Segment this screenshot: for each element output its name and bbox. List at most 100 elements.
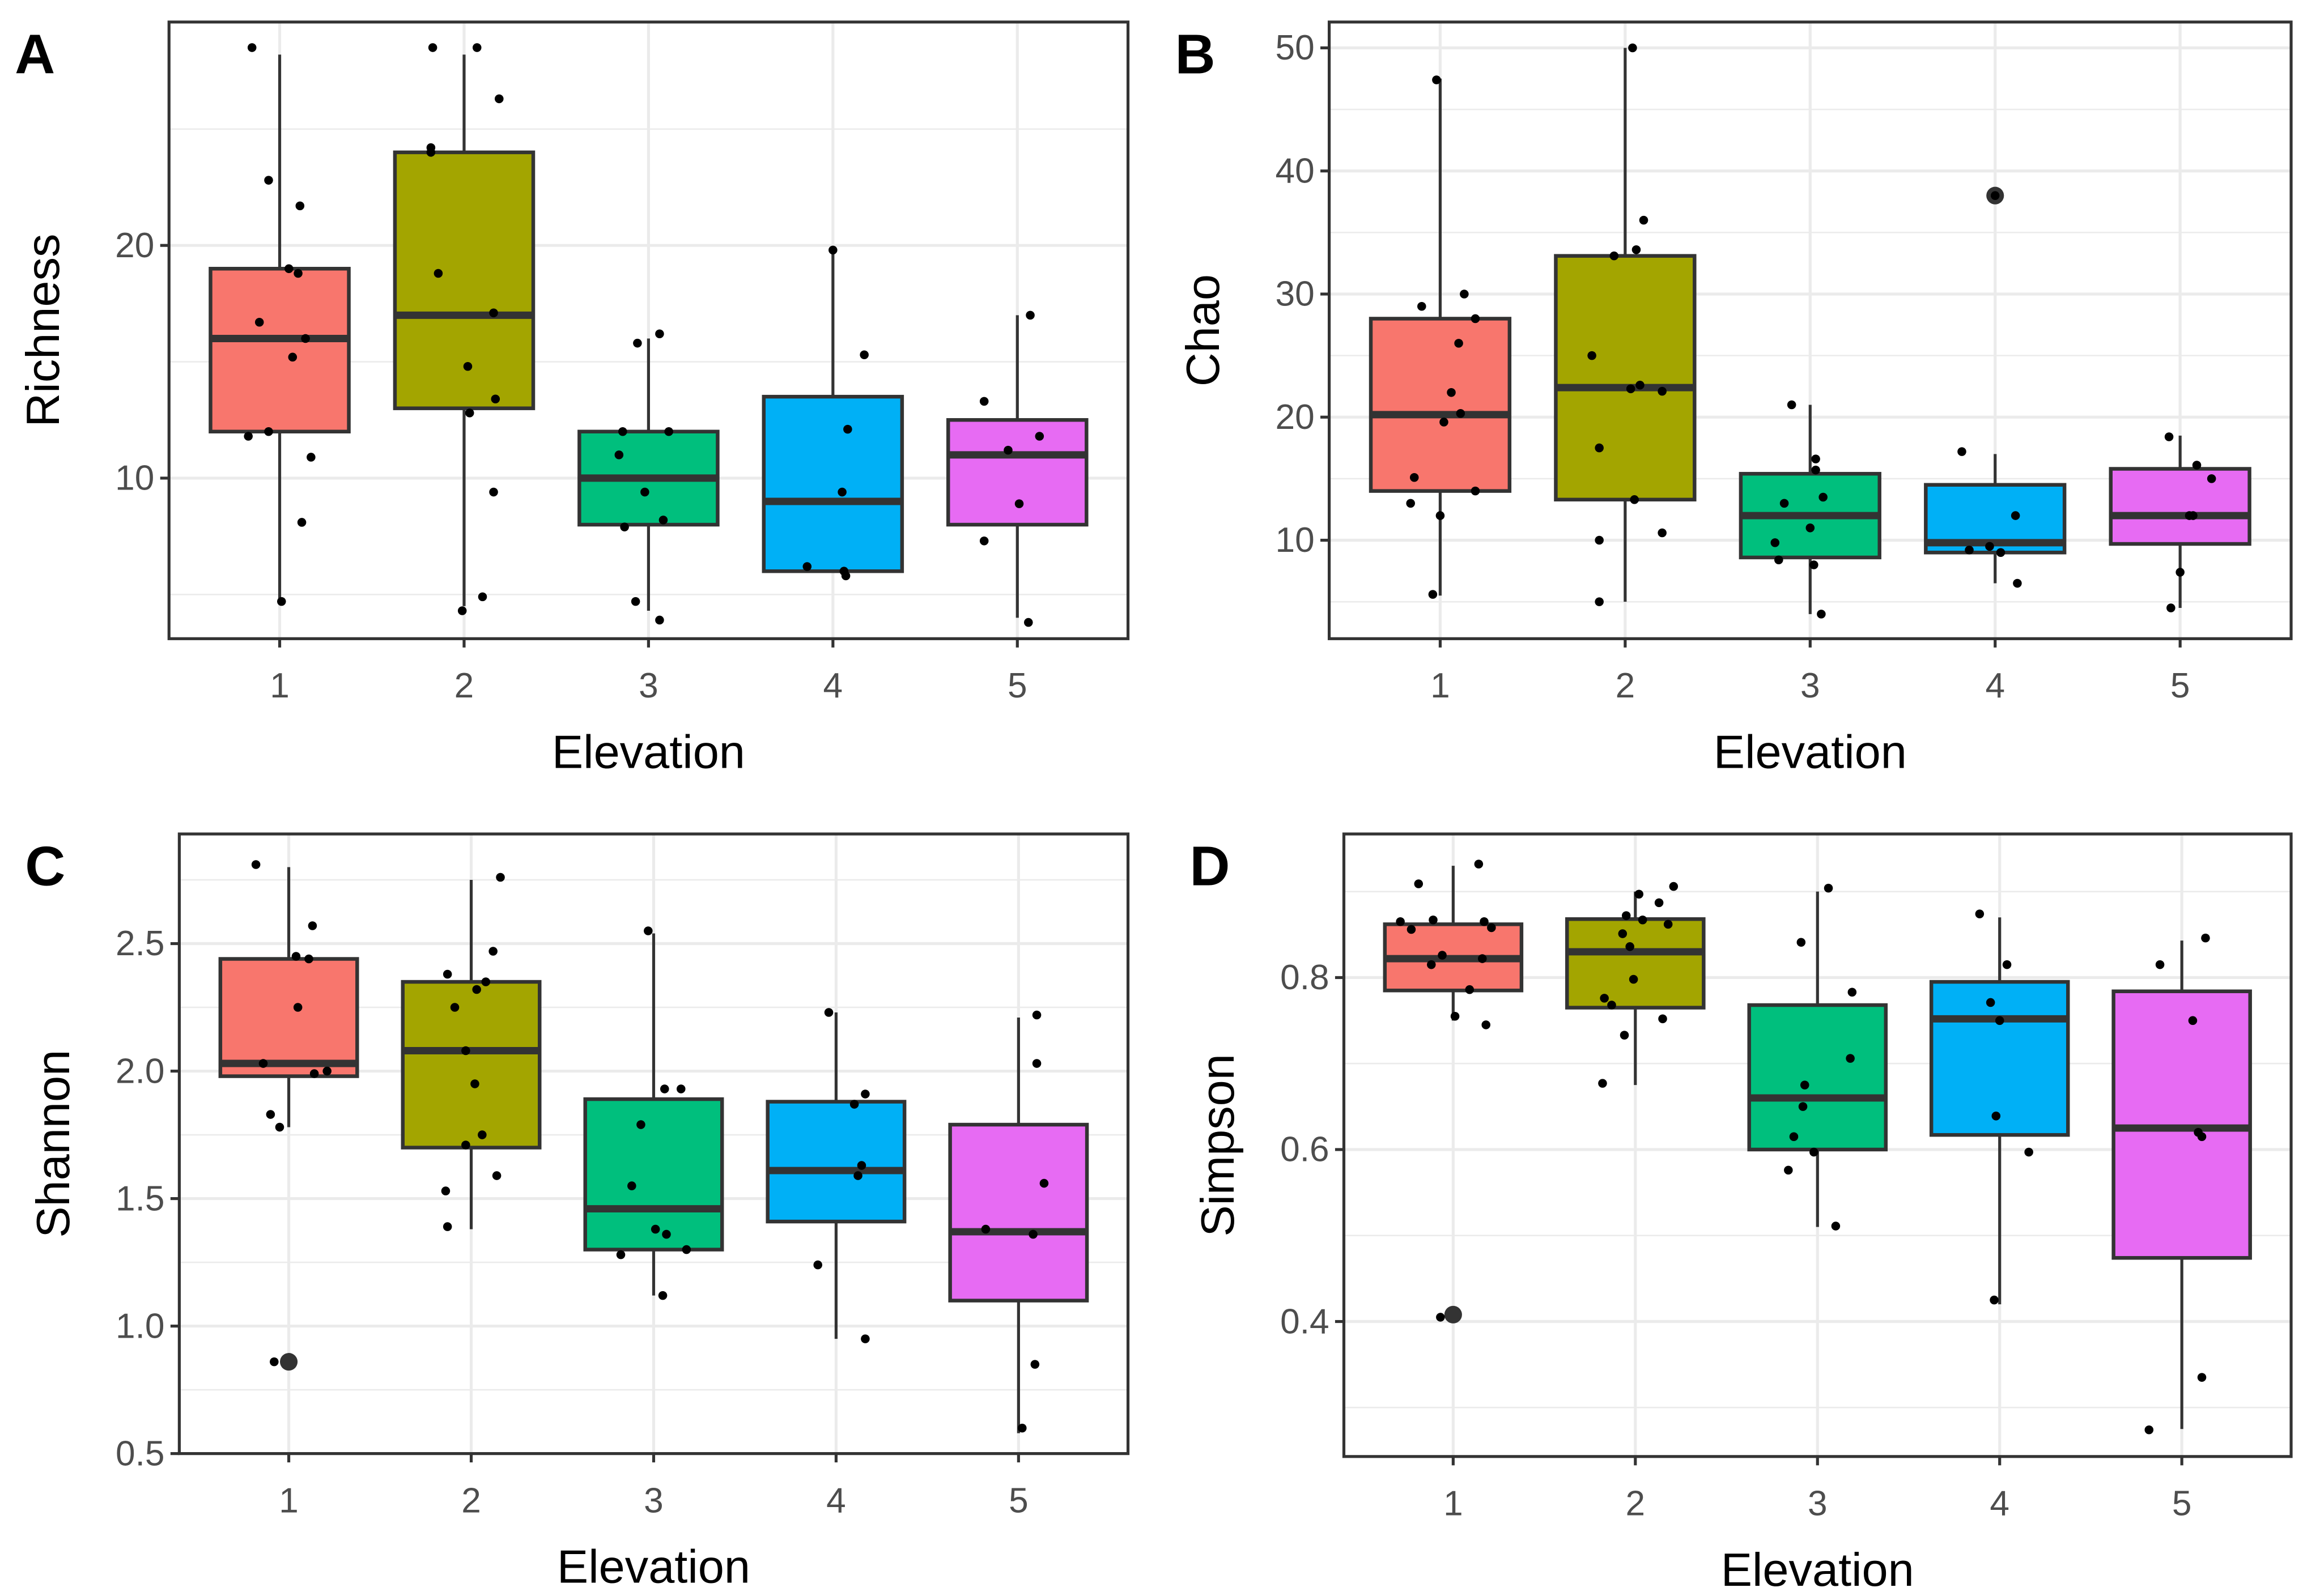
y-tick-label: 1.5 bbox=[116, 1179, 164, 1218]
data-point bbox=[478, 592, 487, 602]
data-point bbox=[2155, 960, 2165, 969]
data-point bbox=[491, 394, 500, 404]
data-point bbox=[1471, 486, 1480, 496]
data-point bbox=[434, 269, 443, 278]
data-point bbox=[618, 427, 627, 436]
data-point bbox=[660, 1084, 669, 1093]
data-point bbox=[1039, 1178, 1049, 1188]
data-point bbox=[297, 518, 307, 527]
data-point bbox=[662, 1229, 671, 1239]
y-tick-label: 0.5 bbox=[116, 1434, 164, 1473]
data-point bbox=[1595, 597, 1604, 606]
data-point bbox=[1428, 590, 1438, 599]
data-point bbox=[2207, 474, 2216, 483]
panel-label: C bbox=[25, 835, 65, 897]
data-point bbox=[620, 522, 629, 531]
data-point bbox=[1480, 917, 1489, 926]
data-point bbox=[2189, 511, 2198, 520]
data-point bbox=[1957, 447, 1966, 456]
data-point bbox=[633, 338, 642, 348]
box-1 bbox=[1369, 78, 1512, 596]
data-point bbox=[1990, 1295, 1999, 1305]
x-tick-label: 4 bbox=[1990, 1484, 2009, 1523]
data-point bbox=[843, 424, 852, 434]
data-point bbox=[277, 597, 286, 606]
data-point bbox=[264, 427, 273, 436]
data-point bbox=[1818, 492, 1828, 502]
data-point bbox=[664, 427, 673, 436]
data-point bbox=[288, 352, 298, 362]
data-point bbox=[2194, 1127, 2203, 1137]
box-iqr bbox=[218, 957, 359, 1078]
y-tick-label: 2.5 bbox=[116, 924, 164, 963]
data-point bbox=[1625, 942, 1634, 951]
data-point bbox=[1846, 1054, 1855, 1063]
box-2 bbox=[401, 880, 542, 1229]
box-iqr bbox=[583, 1097, 724, 1252]
data-point bbox=[496, 873, 505, 882]
y-tick-label: 20 bbox=[1275, 398, 1314, 437]
x-tick-label: 3 bbox=[644, 1481, 664, 1520]
data-point bbox=[1409, 473, 1419, 482]
data-point bbox=[1450, 1011, 1460, 1021]
panel-C: 0.5 1.0 1.5 2.0 2.5 1 2 3 4 5 Elevation Shannon C bbox=[25, 832, 1130, 1593]
box-iqr bbox=[1565, 917, 1706, 1010]
box-iqr bbox=[401, 980, 542, 1150]
data-point bbox=[2011, 511, 2020, 520]
data-point bbox=[1996, 548, 2005, 557]
data-point bbox=[2192, 461, 2202, 470]
data-point bbox=[472, 985, 481, 994]
box-5 bbox=[946, 315, 1089, 618]
data-point bbox=[1427, 960, 1436, 969]
data-point bbox=[1654, 898, 1664, 908]
data-point bbox=[616, 1250, 626, 1259]
data-point bbox=[614, 450, 624, 459]
data-point bbox=[861, 1334, 870, 1343]
data-point bbox=[981, 1224, 991, 1234]
y-tick-label: 10 bbox=[115, 459, 154, 498]
panel-label: D bbox=[1189, 835, 1230, 897]
x-axis-title: Elevation bbox=[1721, 1543, 1914, 1596]
box-iqr bbox=[393, 150, 536, 410]
data-point bbox=[1607, 1001, 1616, 1010]
data-point bbox=[644, 926, 653, 935]
box-5 bbox=[948, 1018, 1089, 1433]
data-point bbox=[1658, 528, 1667, 538]
data-point bbox=[2201, 933, 2210, 943]
data-point bbox=[640, 487, 649, 497]
data-point bbox=[658, 1291, 668, 1300]
x-axis-title: Elevation bbox=[557, 1540, 750, 1593]
x-tick-label: 2 bbox=[1616, 666, 1635, 705]
data-point bbox=[465, 408, 474, 418]
data-point bbox=[2175, 568, 2185, 577]
data-point bbox=[461, 1140, 470, 1150]
data-point bbox=[1985, 542, 1994, 551]
x-tick-label: 1 bbox=[279, 1481, 299, 1520]
data-point bbox=[853, 1171, 862, 1180]
data-point bbox=[1787, 400, 1796, 410]
box-iqr bbox=[2109, 467, 2251, 546]
data-point bbox=[309, 1069, 319, 1078]
data-point bbox=[258, 1059, 268, 1068]
data-point bbox=[1629, 974, 1638, 984]
data-point bbox=[1595, 443, 1604, 453]
data-point bbox=[1796, 938, 1806, 947]
y-tick-label: 40 bbox=[1275, 151, 1314, 190]
y-tick-label: 10 bbox=[1275, 521, 1314, 560]
data-point bbox=[1789, 1132, 1799, 1141]
box-iqr bbox=[946, 418, 1089, 527]
y-tick-label: 2.0 bbox=[116, 1052, 164, 1091]
x-tick-label: 4 bbox=[1985, 666, 2005, 705]
data-point bbox=[1478, 954, 1487, 963]
x-tick-label: 2 bbox=[1626, 1484, 1646, 1523]
x-tick-label: 2 bbox=[454, 666, 474, 705]
box-iqr bbox=[1747, 1003, 1888, 1152]
data-point bbox=[304, 954, 313, 964]
data-point bbox=[1800, 1080, 1809, 1089]
data-point bbox=[428, 43, 437, 52]
panel-A: 10 20 1 2 3 4 5 Elevation Richness A bbox=[15, 20, 1130, 778]
data-point bbox=[1995, 1016, 2004, 1025]
box-iqr bbox=[1369, 317, 1512, 493]
x-tick-label: 5 bbox=[1009, 1481, 1029, 1520]
data-point bbox=[1639, 215, 1648, 225]
